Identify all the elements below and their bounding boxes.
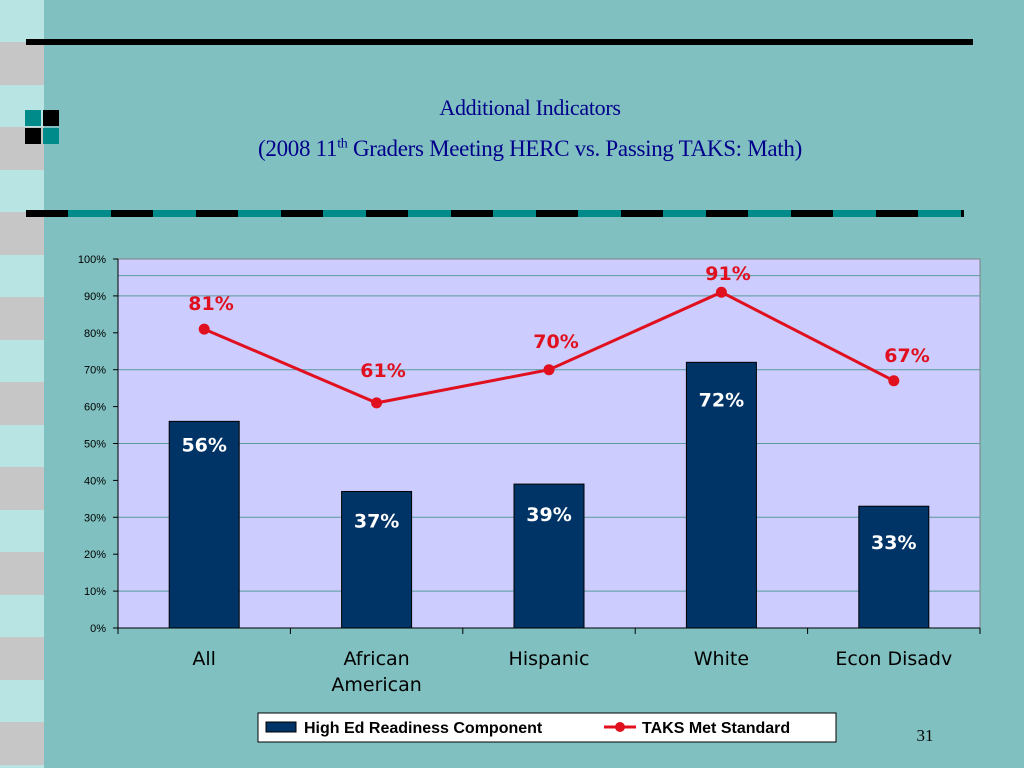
taks-point [543,364,555,376]
x-category-label: Hispanic [509,648,590,670]
taks-point [198,323,210,335]
bar-data-label: 72% [699,389,744,411]
y-tick-label: 20% [84,549,106,561]
taks-point [371,397,383,409]
top-rule [26,39,973,45]
bar [513,483,585,629]
slide-title: Additional Indicators [439,95,621,120]
y-tick-label: 10% [84,586,106,598]
x-category-label: American [331,674,421,696]
y-tick-label: 70% [84,365,106,377]
legend-label-bars: High Ed Readiness Component [304,720,543,737]
y-tick-label: 40% [84,475,106,487]
bar [685,361,757,629]
taks-point [888,375,900,387]
bar-data-label: 39% [526,504,571,526]
line-data-label: 61% [360,360,405,382]
dashed-rule [26,210,964,217]
line-data-label: 91% [705,263,750,285]
legend [257,712,837,743]
y-tick-label: 90% [84,291,106,303]
subtitle-prefix: (2008 11 [258,136,338,161]
y-tick-label: 50% [84,439,106,451]
x-category-label: African [343,648,409,670]
corner-squares-decoration [25,110,61,146]
line-data-label: 81% [188,293,233,315]
bar-data-label: 56% [181,434,226,456]
x-category-label: Econ Disadv [835,648,952,670]
bar [858,505,930,629]
x-category-label: All [192,648,216,670]
x-category-label: White [694,648,749,670]
y-tick-label: 0% [90,623,106,635]
subtitle-superscript: th [337,136,348,152]
legend-bar-swatch [265,721,297,733]
y-tick-label: 80% [84,328,106,340]
y-tick-label: 30% [84,512,106,524]
legend-line-marker [615,722,625,732]
bar-data-label: 33% [871,532,916,554]
bar [168,420,240,629]
subtitle-suffix: Graders Meeting HERC vs. Passing TAKS: M… [347,136,802,161]
line-data-label: 70% [533,331,578,353]
y-tick-label: 100% [78,254,106,266]
bar-data-label: 37% [354,510,399,532]
slide-number: 31 [916,726,934,745]
slide-subtitle: (2008 11th Graders Meeting HERC vs. Pass… [120,136,940,162]
taks-point [715,286,727,298]
legend-label-line: TAKS Met Standard [642,720,790,737]
line-data-label: 67% [884,345,929,367]
bar [341,490,413,629]
y-tick-label: 60% [84,402,106,414]
